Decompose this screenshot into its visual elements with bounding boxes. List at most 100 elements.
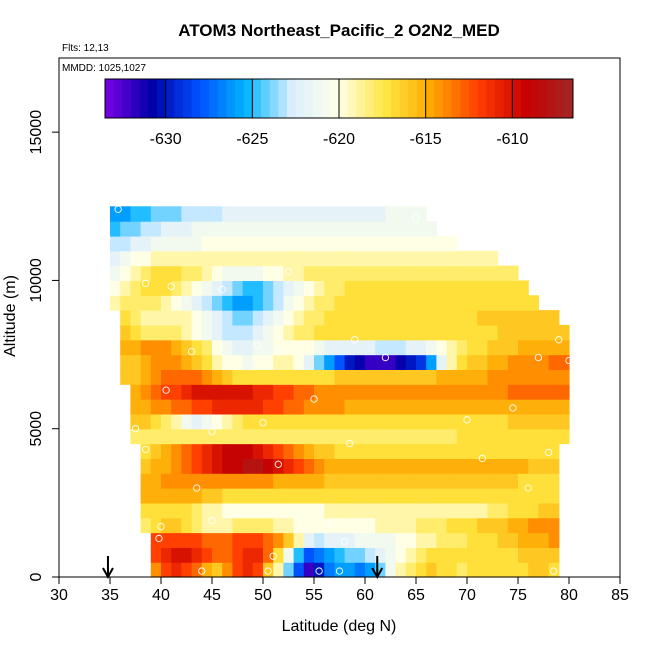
heatmap-cell (456, 399, 468, 415)
heatmap-cell (395, 310, 407, 326)
observation-point (315, 567, 323, 575)
observation-point (346, 439, 354, 448)
heatmap-cell (232, 250, 244, 267)
heatmap-cell (181, 562, 193, 578)
heatmap-cell (487, 562, 499, 578)
heatmap-cell (538, 354, 550, 370)
heatmap-cell (395, 562, 407, 578)
heatmap-cell (293, 324, 305, 341)
heatmap-cell (365, 399, 376, 415)
heatmap-cell (416, 354, 427, 370)
heatmap-cell (273, 206, 284, 222)
heatmap-cell (456, 547, 468, 563)
heatmap-cell (354, 354, 366, 370)
heatmap-cell (252, 369, 264, 385)
heatmap-cell (375, 295, 386, 311)
heatmap-cell (242, 235, 254, 252)
heatmap-cell (385, 235, 397, 252)
heatmap-cell (120, 206, 131, 222)
heatmap-cell (201, 517, 213, 534)
heatmap-cell (161, 324, 172, 341)
heatmap-cell (273, 354, 284, 370)
heatmap-cell (528, 502, 539, 519)
heatmap-cell (436, 473, 448, 489)
heatmap-cell (518, 310, 529, 326)
colorbar-band (209, 79, 219, 118)
observation-point (264, 567, 272, 575)
heatmap-cell (130, 428, 142, 445)
heatmap-cell (334, 399, 346, 415)
heatmap-cell (212, 295, 223, 311)
heatmap-cell (467, 250, 478, 267)
heatmap-cell (181, 295, 193, 311)
heatmap-cell (416, 339, 427, 356)
heatmap-cell (405, 547, 417, 563)
heatmap-cell (507, 488, 519, 504)
colorbar-band (555, 79, 565, 118)
observation-point (193, 484, 201, 492)
heatmap-cell (467, 384, 478, 400)
colorbar-band (174, 79, 184, 118)
heatmap-cell (212, 517, 223, 534)
heatmap-cell (222, 339, 233, 356)
heatmap-cell (487, 458, 499, 474)
heatmap-cell (314, 354, 325, 370)
heatmap-cell (334, 532, 346, 548)
heatmap-cell (171, 428, 182, 445)
heatmap-cell (538, 310, 550, 326)
y-tick-label: 10000 (28, 258, 45, 303)
heatmap-cell (191, 235, 203, 252)
heatmap-cell (232, 221, 244, 237)
heatmap-cell (314, 547, 325, 563)
x-tick-label: 35 (101, 587, 119, 604)
heatmap-cell (232, 235, 244, 252)
heatmap-cell (446, 399, 458, 415)
heatmap-cell (140, 458, 152, 474)
heatmap-cell (416, 502, 427, 519)
heatmap-cell (303, 547, 315, 563)
observation-point (335, 567, 344, 575)
heatmap-cell (252, 354, 264, 370)
colorbar-tick-label: -615 (410, 131, 442, 148)
heatmap-cell (477, 354, 488, 370)
heatmap-cell (344, 473, 356, 489)
heatmap-cell (314, 562, 325, 578)
heatmap-cell (538, 443, 550, 459)
heatmap-cell (405, 399, 417, 415)
heatmap-cell (507, 310, 519, 326)
heatmap-cell (293, 562, 305, 578)
heatmap-cell (518, 443, 529, 459)
heatmap-cell (467, 488, 478, 504)
heatmap-cell (232, 265, 244, 282)
heatmap-cell (456, 250, 468, 267)
heatmap-cell (212, 310, 223, 326)
heatmap-cell (273, 532, 284, 548)
heatmap-cell (518, 532, 529, 548)
heatmap-cell (518, 488, 529, 504)
heatmap-cell (303, 339, 315, 356)
heatmap-cell (232, 339, 244, 356)
heatmap-cell (171, 562, 182, 578)
heatmap-cell (293, 473, 305, 489)
observation-point (284, 267, 293, 276)
heatmap-cell (507, 443, 519, 459)
heatmap-cell (365, 413, 376, 430)
heatmap-cell (140, 310, 152, 326)
heatmap-cell (497, 562, 509, 578)
heatmap-cell (201, 339, 213, 356)
colorbar-band (477, 79, 487, 118)
heatmap-cell (263, 488, 274, 504)
heatmap-cell (324, 369, 335, 385)
heatmap-cell (222, 413, 233, 430)
heatmap-cell (263, 324, 274, 341)
heatmap-cell (324, 250, 335, 267)
heatmap-cell (303, 399, 315, 415)
heatmap-cell (416, 428, 427, 445)
heatmap-cell (507, 399, 519, 415)
heatmap-cell (344, 532, 356, 548)
heatmap-cell (324, 443, 335, 459)
heatmap-cell (140, 428, 152, 445)
heatmap-cell (456, 488, 468, 504)
heatmap-cell (303, 443, 315, 459)
heatmap-cell (456, 473, 468, 489)
